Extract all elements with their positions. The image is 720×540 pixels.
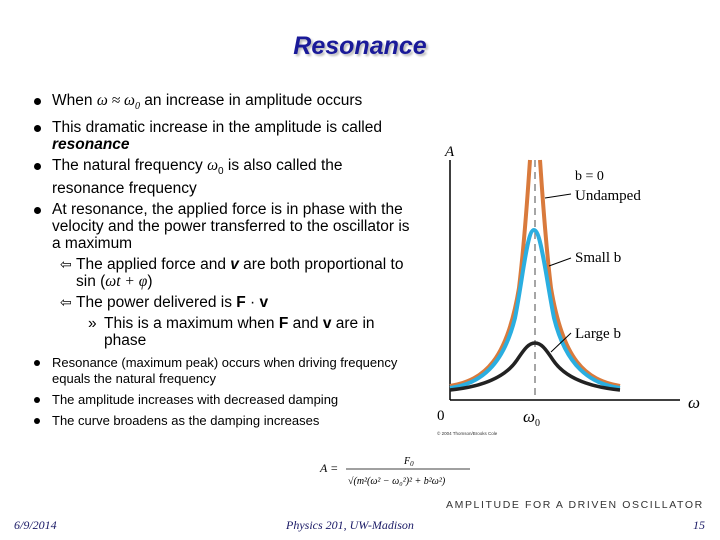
bullet-item: At resonance, the applied force is in ph… <box>34 201 419 252</box>
footer-date: 6/9/2014 <box>14 518 57 532</box>
bullet-item: This dramatic increase in the amplitude … <box>34 119 419 153</box>
curve-small-damping <box>449 227 621 390</box>
figure-caption: AMPLITUDE FOR A DRIVEN OSCILLATOR <box>446 499 704 511</box>
bullet-dot-icon <box>34 125 41 133</box>
bullet-dot-icon <box>34 360 40 367</box>
resonance-graph: A ω 0 ω0 b = 0 Undamped Small b Large b … <box>437 144 700 436</box>
footer-course: Physics 201, UW-Madison <box>286 518 414 532</box>
origin-label: 0 <box>437 408 445 424</box>
pointer-undamped <box>544 193 572 199</box>
x-axis-label: ω <box>688 393 700 412</box>
curve-label-undamped: Undamped <box>575 188 641 204</box>
peak-frequency-label: ω0 <box>523 407 540 429</box>
bullet-dot-icon <box>34 418 40 425</box>
formula-denominator: √(m²(ω² − ω₀²)² + b²ω²) <box>348 476 446 487</box>
curve-label-large-b: Large b <box>575 326 621 342</box>
copyright-text: © 2004 Thomson/Brooks Cole <box>437 430 498 436</box>
pointer-small-b <box>548 257 572 267</box>
bullet-dot-icon <box>34 98 41 105</box>
amplitude-formula: A = F0 √(m²(ω² − ω₀²)² + b²ω²) <box>319 456 470 487</box>
arrow-left-icon: ⇦ <box>60 256 72 273</box>
bullet-item: The natural frequency ω0 is also called … <box>34 157 419 197</box>
bullet-item: When ω ≈ ω0 an increase in amplitude occ… <box>34 92 419 115</box>
bullet-dot-icon <box>34 163 41 171</box>
sub-sub-bullet-item: » This is a maximum when F and v are in … <box>88 315 375 350</box>
bullet-list: When ω ≈ ω0 an increase in amplitude occ… <box>34 92 419 434</box>
sub-bullet-item: ⇦ The applied force and v are both propo… <box>60 256 404 291</box>
small-bullet-item: Resonance (maximum peak) occurs when dri… <box>34 355 419 387</box>
arrow-left-icon: ⇦ <box>60 294 72 311</box>
pointer-large-b <box>550 332 572 353</box>
y-axis-label: A <box>444 144 455 160</box>
bullet-marker: » <box>88 315 97 333</box>
curve-label-small-b: Small b <box>575 250 621 266</box>
bullet-dot-icon <box>34 207 41 215</box>
formula-numerator: F0 <box>403 456 414 468</box>
small-bullet-item: The curve broadens as the damping increa… <box>34 413 419 429</box>
small-bullet-item: The amplitude increases with decreased d… <box>34 392 419 408</box>
footer-page-number: 15 <box>693 518 705 532</box>
curve-label-b0: b = 0 <box>575 169 604 184</box>
curve-large-damping <box>449 341 621 392</box>
slide-title: Resonance <box>293 32 427 60</box>
formula-lhs: A = <box>319 461 338 475</box>
bullet-dot-icon <box>34 397 40 404</box>
sub-bullet-item: ⇦ The power delivered is F · v <box>60 294 269 312</box>
